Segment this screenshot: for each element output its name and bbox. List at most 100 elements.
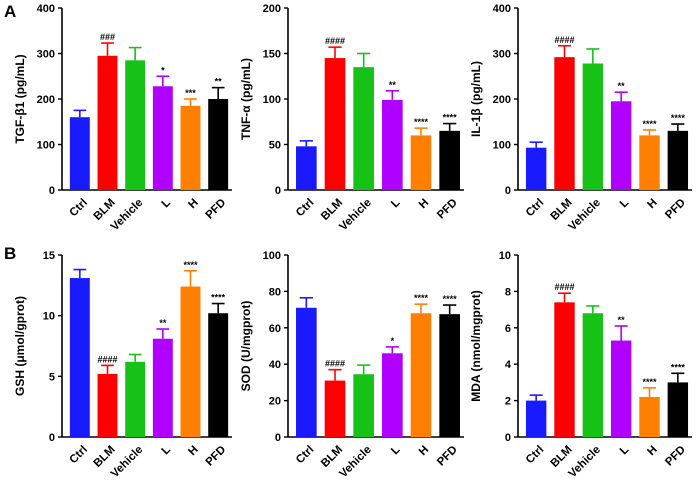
mda-bar-vehicle: [582, 313, 604, 437]
tgf-bar-blm: [97, 55, 118, 191]
sod-category-label: H: [417, 444, 431, 458]
mda-y-tick-label: 4: [505, 359, 512, 371]
sod-category-label: PFD: [435, 444, 460, 469]
gsh-significance-label: **: [159, 318, 167, 328]
mda-bar-blm: [554, 302, 575, 437]
tgf-category-label: Ctrl: [68, 197, 90, 219]
tgf-y-tick-label: 100: [37, 140, 55, 152]
gsh-significance-label: ####: [97, 354, 117, 364]
tnf-bar-pfd: [439, 130, 460, 190]
tgf-y-tick-label: 300: [37, 49, 55, 61]
mda-significance-label: ****: [642, 377, 657, 387]
sod-category-label: Ctrl: [294, 444, 316, 466]
tnf-y-tick-label: 50: [269, 140, 281, 152]
gsh-category-label: Ctrl: [68, 444, 90, 466]
il1b-category-label: Ctrl: [524, 197, 546, 219]
tgf-significance-label: **: [215, 77, 223, 87]
chart-tnf-alpha: 0 50 100 150 200 TNF-α (pg/mL) Ctrl #### BLMVehi…: [239, 3, 464, 233]
tnf-bar-vehicle: [353, 67, 374, 190]
tnf-y-tick-label: 200: [263, 3, 281, 15]
tnf-significance-label: ****: [414, 117, 429, 127]
il1b-y-tick-label: 400: [493, 3, 511, 15]
il1b-category-label: Vehicle: [567, 197, 604, 234]
tnf-y-tick-label: 150: [263, 49, 281, 61]
tnf-significance-label: **: [389, 80, 397, 90]
tgf-y-axis-title: TGF-β1 (pg/mL): [13, 54, 27, 143]
tnf-significance-label: ####: [325, 36, 345, 46]
sod-y-tick-label: 60: [269, 323, 281, 335]
sod-significance-label: ####: [325, 359, 345, 369]
sod-bar-pfd: [439, 314, 460, 437]
tnf-category-label: H: [417, 197, 431, 211]
mda-significance-label: **: [618, 315, 626, 325]
tgf-y-tick-label: 400: [37, 3, 55, 15]
panel-label-b: B: [4, 244, 16, 263]
mda-category-label: Ctrl: [524, 444, 546, 466]
sod-y-axis-title: SOD (U/mgprot): [239, 301, 253, 392]
mda-y-axis-title: MDA (nmol/mgprot): [469, 290, 483, 402]
sod-significance-label: *: [391, 336, 395, 346]
mda-significance-label: ****: [671, 362, 686, 372]
tnf-category-label: L: [389, 197, 402, 210]
il1b-y-tick-label: 0: [505, 185, 511, 197]
mda-bar-h: [639, 396, 660, 437]
il1b-bar-h: [639, 135, 660, 190]
mda-y-tick-label: 2: [505, 396, 511, 408]
sod-bar-ctrl: [296, 307, 317, 437]
gsh-category-label: H: [186, 444, 200, 458]
sod-bar-vehicle: [353, 374, 374, 437]
il1b-bar-blm: [554, 57, 575, 190]
tgf-bar-h: [180, 105, 201, 190]
tgf-bar-l: [152, 86, 173, 190]
mda-bar-ctrl: [525, 400, 547, 437]
tgf-bar-vehicle: [125, 60, 146, 191]
il1b-y-axis-title: IL-1β (pg/mL): [469, 61, 483, 137]
mda-significance-label: ####: [554, 282, 574, 292]
tgf-significance-label: *: [161, 65, 165, 75]
il1b-category-label: PFD: [663, 197, 688, 222]
mda-y-tick-label: 10: [499, 250, 511, 262]
gsh-y-tick-label: 0: [49, 432, 55, 444]
il1b-y-tick-label: 100: [493, 140, 511, 152]
il1b-significance-label: ****: [642, 119, 657, 129]
sod-significance-label: ****: [443, 294, 458, 304]
gsh-bar-blm: [97, 373, 118, 437]
tnf-bar-h: [410, 135, 432, 190]
mda-bar-pfd: [667, 382, 689, 437]
tgf-bar-pfd: [208, 99, 229, 190]
tgf-significance-label: ***: [185, 88, 196, 98]
sod-y-tick-label: 100: [263, 250, 281, 262]
tnf-bar-ctrl: [296, 146, 317, 190]
tgf-category-label: H: [186, 197, 200, 211]
tnf-category-label: Vehicle: [337, 197, 374, 234]
gsh-significance-label: ****: [211, 293, 226, 303]
tnf-significance-label: ****: [443, 113, 458, 123]
il1b-significance-label: ****: [671, 113, 686, 123]
gsh-y-tick-label: 15: [43, 250, 55, 262]
mda-y-tick-label: 0: [505, 432, 511, 444]
gsh-y-tick-label: 5: [49, 371, 55, 383]
mda-bar-l: [610, 340, 632, 437]
sod-category-label: L: [389, 444, 402, 457]
sod-y-tick-label: 20: [269, 396, 281, 408]
sod-category-label: Vehicle: [337, 444, 374, 481]
il1b-category-label: H: [645, 197, 659, 211]
mda-y-tick-label: 8: [505, 286, 511, 298]
panel-label-a: A: [4, 2, 16, 21]
tgf-y-tick-label: 200: [37, 94, 55, 106]
gsh-category-label: PFD: [204, 444, 229, 469]
tgf-category-label: PFD: [204, 197, 229, 222]
gsh-bar-pfd: [208, 313, 229, 437]
gsh-category-label: L: [160, 444, 173, 457]
sod-bar-blm: [324, 380, 346, 437]
sod-significance-label: ****: [414, 293, 429, 303]
il1b-y-tick-label: 300: [493, 49, 511, 61]
tnf-y-axis-title: TNF-α (pg/mL): [239, 58, 253, 140]
mda-category-label: H: [645, 444, 659, 458]
gsh-bar-ctrl: [69, 278, 90, 437]
sod-y-tick-label: 80: [269, 286, 281, 298]
tnf-bar-l: [382, 99, 403, 190]
